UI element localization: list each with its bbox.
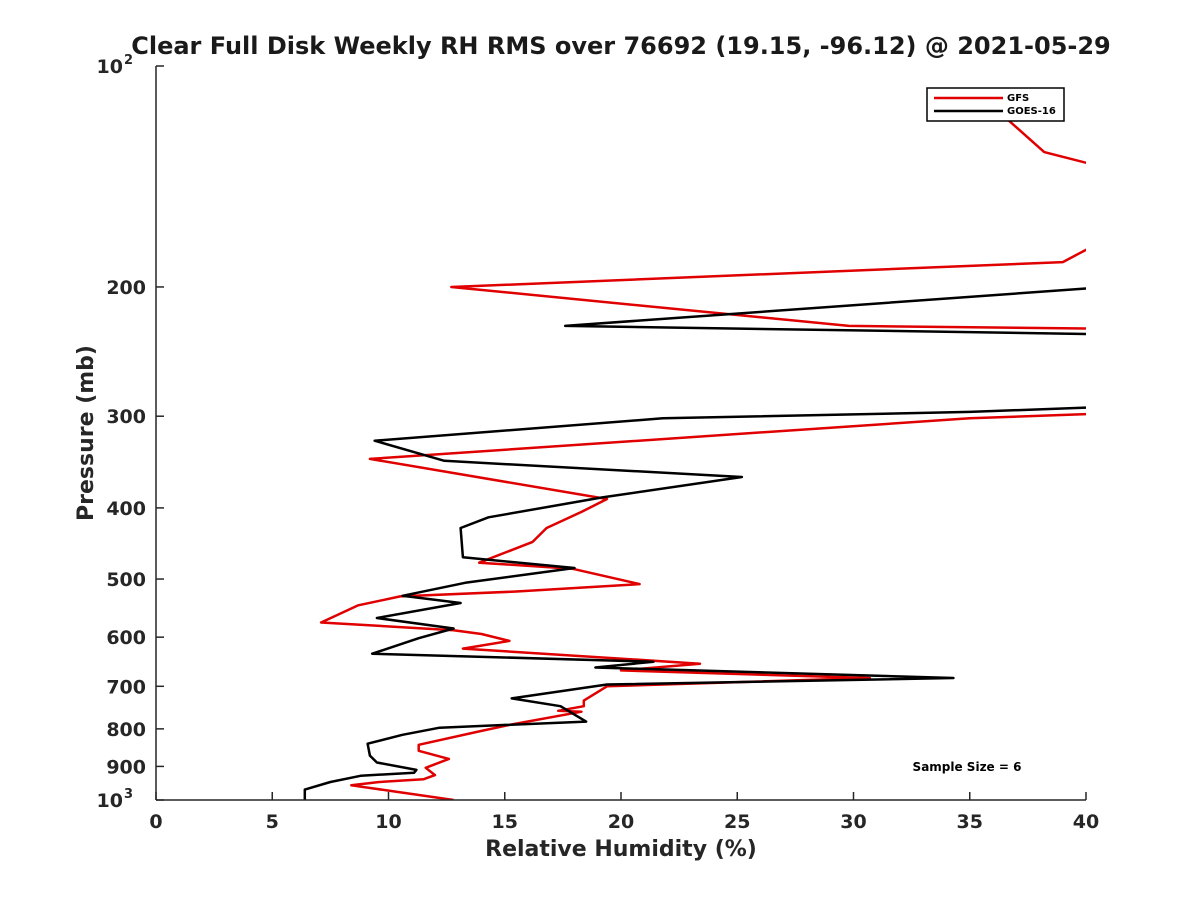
y-tick-exponent: 3 [124, 787, 133, 802]
series-line-goes16 [303, 287, 1086, 800]
y-tick-label: 103 [97, 787, 134, 812]
y-tick-label: 500 [106, 569, 146, 591]
x-tick-label: 35 [957, 811, 983, 833]
x-tick-label: 30 [840, 811, 866, 833]
x-tick-label: 10 [375, 811, 401, 833]
x-axis-ticks: 0 5 10 15 20 25 30 35 40 [149, 792, 1099, 833]
y-tick-label: 300 [106, 406, 146, 428]
series-layer [303, 109, 1086, 800]
x-tick-label: 40 [1073, 811, 1099, 833]
y-tick-label: 700 [106, 676, 146, 698]
x-axis-label: Relative Humidity (%) [485, 837, 757, 862]
y-tick-label: 800 [106, 719, 146, 741]
legend: GFS GOES-16 [926, 87, 1065, 122]
legend-label-goes16: GOES-16 [1007, 106, 1056, 117]
x-tick-label: 0 [149, 811, 162, 833]
x-tick-label: 15 [492, 811, 518, 833]
y-axis-label: Pressure (mb) [74, 345, 99, 521]
y-tick-label: 400 [106, 498, 146, 520]
chart-title: Clear Full Disk Weekly RH RMS over 76692… [131, 32, 1111, 60]
plot-area: 0 5 10 15 20 25 30 35 40 102 200 300 400 500 600 700 80… [97, 53, 1100, 833]
y-tick-label: 600 [106, 627, 146, 649]
x-tick-label: 25 [724, 811, 750, 833]
x-tick-label: 20 [608, 811, 634, 833]
y-axis-ticks: 102 200 300 400 500 600 700 800 900 103 [97, 53, 164, 812]
series-line-gfs [319, 109, 1086, 800]
sample-size-annotation: Sample Size = 6 [913, 760, 1022, 774]
x-tick-label: 5 [266, 811, 279, 833]
y-tick-label: 200 [106, 277, 146, 299]
y-tick-label: 102 [97, 53, 134, 78]
legend-label-gfs: GFS [1007, 93, 1029, 104]
y-tick-exponent: 2 [124, 53, 133, 68]
y-tick-label: 900 [106, 756, 146, 778]
legend-box [926, 87, 1065, 122]
